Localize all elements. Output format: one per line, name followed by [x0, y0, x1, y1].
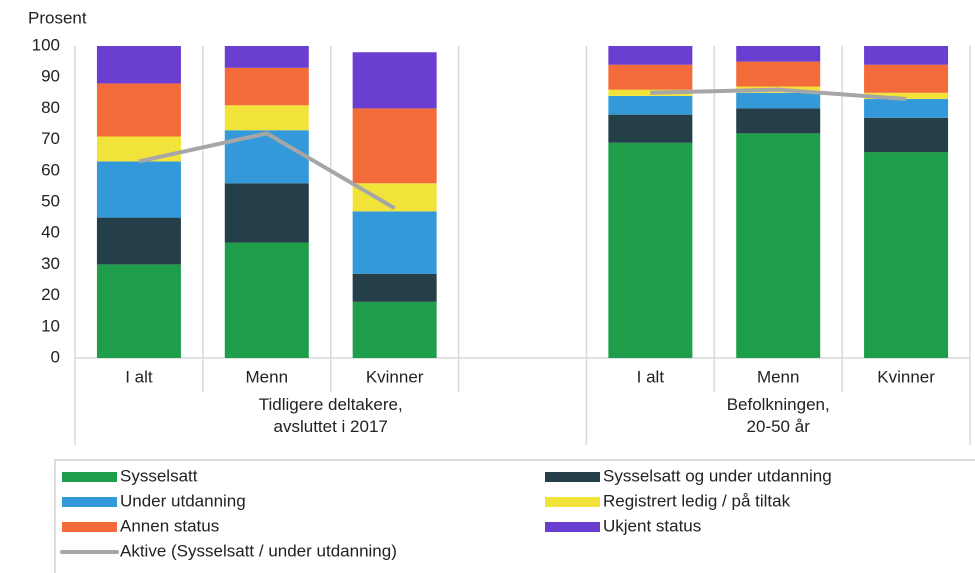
bar-segment [864, 64, 949, 93]
bar-segment [736, 108, 821, 134]
bar-segment [864, 92, 949, 100]
bar-segment [736, 92, 821, 109]
bar-segment [608, 142, 693, 358]
bar-segment [608, 46, 693, 65]
legend-box [54, 459, 975, 573]
y-tick-label: 90 [41, 67, 60, 86]
y-tick-label: 0 [51, 347, 60, 366]
legend-swatch [545, 497, 600, 507]
bar-segment [864, 99, 949, 118]
legend-label: Sysselsatt og under utdanning [603, 466, 832, 485]
legend-swatch [62, 522, 117, 532]
line-series [138, 131, 396, 210]
bar-segment [352, 52, 437, 109]
bar-segment [224, 105, 309, 131]
bar-segment [96, 217, 181, 265]
legend-swatch [545, 522, 600, 532]
y-tick-label: 40 [41, 223, 60, 242]
bar-segment [224, 67, 309, 106]
legend-label: Under utdanning [120, 491, 246, 510]
y-tick-label: 100 [32, 35, 60, 54]
group-label: Befolkningen, 20-50 år [726, 395, 830, 436]
bar-segment [736, 61, 821, 87]
bar-segment [224, 183, 309, 243]
legend-label: Sysselsatt [120, 466, 198, 485]
bar-segment [224, 46, 309, 68]
y-axis-title: Prosent [28, 8, 87, 27]
y-tick-label: 80 [41, 98, 60, 117]
x-tick-label: Kvinner [877, 367, 935, 386]
bar-segment [96, 136, 181, 162]
legend-label: Annen status [120, 516, 219, 535]
y-tick-label: 60 [41, 160, 60, 179]
bar-segment [96, 161, 181, 218]
bar-segment [608, 64, 693, 90]
bar-segment [224, 242, 309, 358]
x-tick-label: Kvinner [366, 367, 424, 386]
legend-swatch [62, 472, 117, 482]
bar-segment [608, 95, 693, 115]
bar-segment [736, 46, 821, 62]
bar-segment [352, 301, 437, 358]
line-series [650, 87, 907, 102]
x-tick-label: Menn [757, 367, 800, 386]
group-label: Tidligere deltakere, avsluttet i 2017 [258, 395, 403, 436]
bar-segment [864, 46, 949, 65]
bar-segment [864, 117, 949, 153]
bar-segment [352, 273, 437, 302]
y-tick-label: 50 [41, 191, 60, 210]
x-tick-label: Menn [246, 367, 289, 386]
y-tick-label: 20 [41, 285, 60, 304]
legend-label: Registrert ledig / på tiltak [603, 491, 791, 510]
y-tick-label: 30 [41, 254, 60, 273]
bar-segment [96, 83, 181, 137]
bar-segment [352, 211, 437, 274]
bar-segment [608, 114, 693, 143]
bar-segment [352, 108, 437, 184]
y-tick-label: 10 [41, 316, 60, 335]
legend-swatch [62, 497, 117, 507]
x-tick-label: I alt [637, 367, 665, 386]
legend-swatch [545, 472, 600, 482]
bar-segment [96, 46, 181, 84]
x-tick-label: I alt [125, 367, 153, 386]
bar-segment [96, 264, 181, 358]
y-tick-label: 70 [41, 129, 60, 148]
bar-segment [736, 133, 821, 358]
bar-segment [864, 152, 949, 358]
legend-label: Ukjent status [603, 516, 701, 535]
legend-label: Aktive (Sysselsatt / under utdanning) [120, 541, 397, 560]
